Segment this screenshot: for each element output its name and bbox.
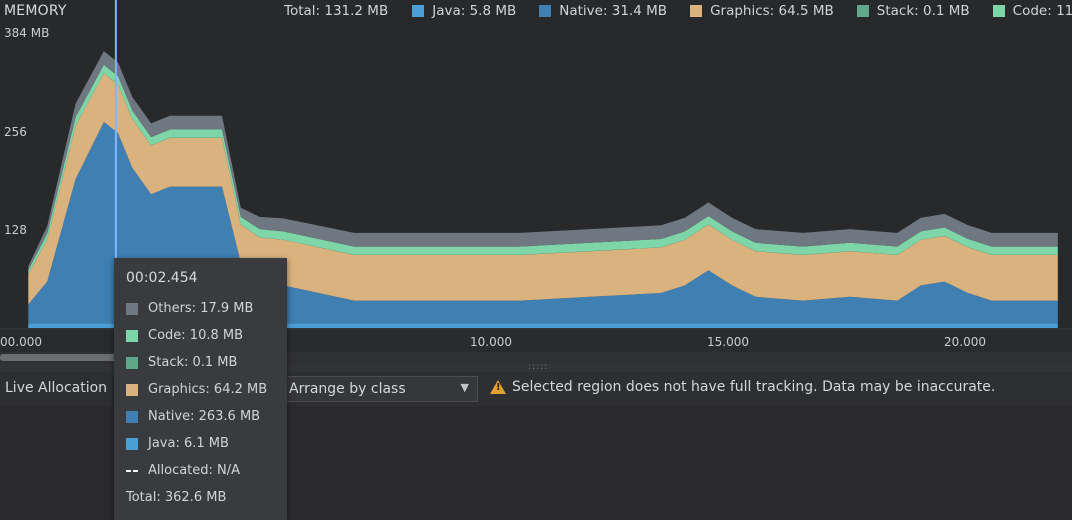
grip-icon[interactable]: ::::: — [528, 362, 549, 372]
legend-swatch-stack — [856, 5, 869, 17]
tooltip-swatch-native — [126, 410, 138, 423]
legend-swatch-java — [412, 5, 425, 17]
legend-label-graphics: Graphics: 64.5 MB — [710, 3, 834, 19]
legend-item-graphics: Graphics: 64.5 MB — [690, 3, 834, 19]
tooltip-label-stack: Stack: 0.1 MB — [148, 355, 238, 370]
tooltip-label-allocated: Allocated: N/A — [148, 463, 241, 478]
tracking-warning: ! Selected region does not have full tra… — [490, 379, 995, 395]
tooltip-row-allocated: Allocated: N/A — [126, 463, 240, 478]
warning-icon: ! — [490, 380, 506, 394]
tooltip-total: Total: 362.6 MB — [126, 490, 227, 505]
y-axis-label-256: 256 — [4, 125, 27, 139]
tooltip-row-native: Native: 263.6 MB — [126, 409, 260, 424]
tooltip-label-java: Java: 6.1 MB — [148, 436, 229, 451]
legend-label-java: Java: 5.8 MB — [432, 3, 517, 19]
legend-label-code: Code: 11 — [1012, 3, 1072, 19]
memory-title: MEMORY — [4, 3, 67, 19]
splitter-handle[interactable]: ::::: — [0, 362, 1072, 372]
tooltip-label-others: Others: 17.9 MB — [148, 301, 254, 316]
legend-label-native: Native: 31.4 MB — [559, 3, 668, 19]
tick-label-10: 10.000 — [470, 335, 512, 349]
tooltip-swatch-java — [126, 437, 138, 450]
legend-item-stack: Stack: 0.1 MB — [856, 3, 970, 19]
arrange-by-value: Arrange by class — [289, 381, 406, 397]
legend-item-java: Java: 5.8 MB — [412, 3, 516, 19]
tick-label-0: 00.000 — [0, 335, 42, 349]
legend-swatch-code — [992, 5, 1005, 17]
legend-swatch-native — [539, 5, 552, 17]
tooltip-swatch-stack — [126, 356, 138, 369]
chevron-down-icon: ▼ — [460, 381, 469, 394]
memory-tooltip: 00:02.454 Others: 17.9 MB Code: 10.8 MB … — [114, 258, 287, 520]
arrange-by-dropdown[interactable]: Arrange by class ▼ — [282, 376, 478, 402]
y-axis-label-384: 384 MB — [4, 26, 50, 40]
y-axis-label-128: 128 — [4, 223, 27, 237]
tooltip-row-code: Code: 10.8 MB — [126, 328, 243, 343]
tooltip-row-java: Java: 6.1 MB — [126, 436, 229, 451]
dashed-line-icon — [126, 469, 138, 472]
memory-legend: Total: 131.2 MB Java: 5.8 MB Native: 31.… — [284, 3, 1072, 19]
tooltip-swatch-graphics — [126, 383, 138, 396]
tooltip-row-graphics: Graphics: 64.2 MB — [126, 382, 267, 397]
timeline-scrollbar-thumb[interactable] — [0, 354, 118, 361]
tooltip-time: 00:02.454 — [126, 270, 198, 286]
tooltip-label-graphics: Graphics: 64.2 MB — [148, 382, 268, 397]
legend-item-code: Code: 11 — [992, 3, 1072, 19]
tooltip-swatch-others — [126, 302, 138, 315]
legend-total: Total: 131.2 MB — [284, 3, 389, 19]
legend-item-native: Native: 31.4 MB — [539, 3, 667, 19]
warning-text: Selected region does not have full track… — [512, 379, 996, 395]
tooltip-row-others: Others: 17.9 MB — [126, 301, 253, 316]
legend-swatch-graphics — [690, 5, 703, 17]
legend-label-stack: Stack: 0.1 MB — [876, 3, 970, 19]
live-allocation-label: Live Allocation — [5, 380, 108, 396]
area-series-graphics — [28, 73, 1058, 305]
tooltip-swatch-code — [126, 329, 138, 342]
tick-label-15: 15.000 — [707, 335, 749, 349]
tick-label-20: 20.000 — [944, 335, 986, 349]
tooltip-label-native: Native: 263.6 MB — [148, 409, 261, 424]
tooltip-row-stack: Stack: 0.1 MB — [126, 355, 237, 370]
tooltip-label-code: Code: 10.8 MB — [148, 328, 244, 343]
